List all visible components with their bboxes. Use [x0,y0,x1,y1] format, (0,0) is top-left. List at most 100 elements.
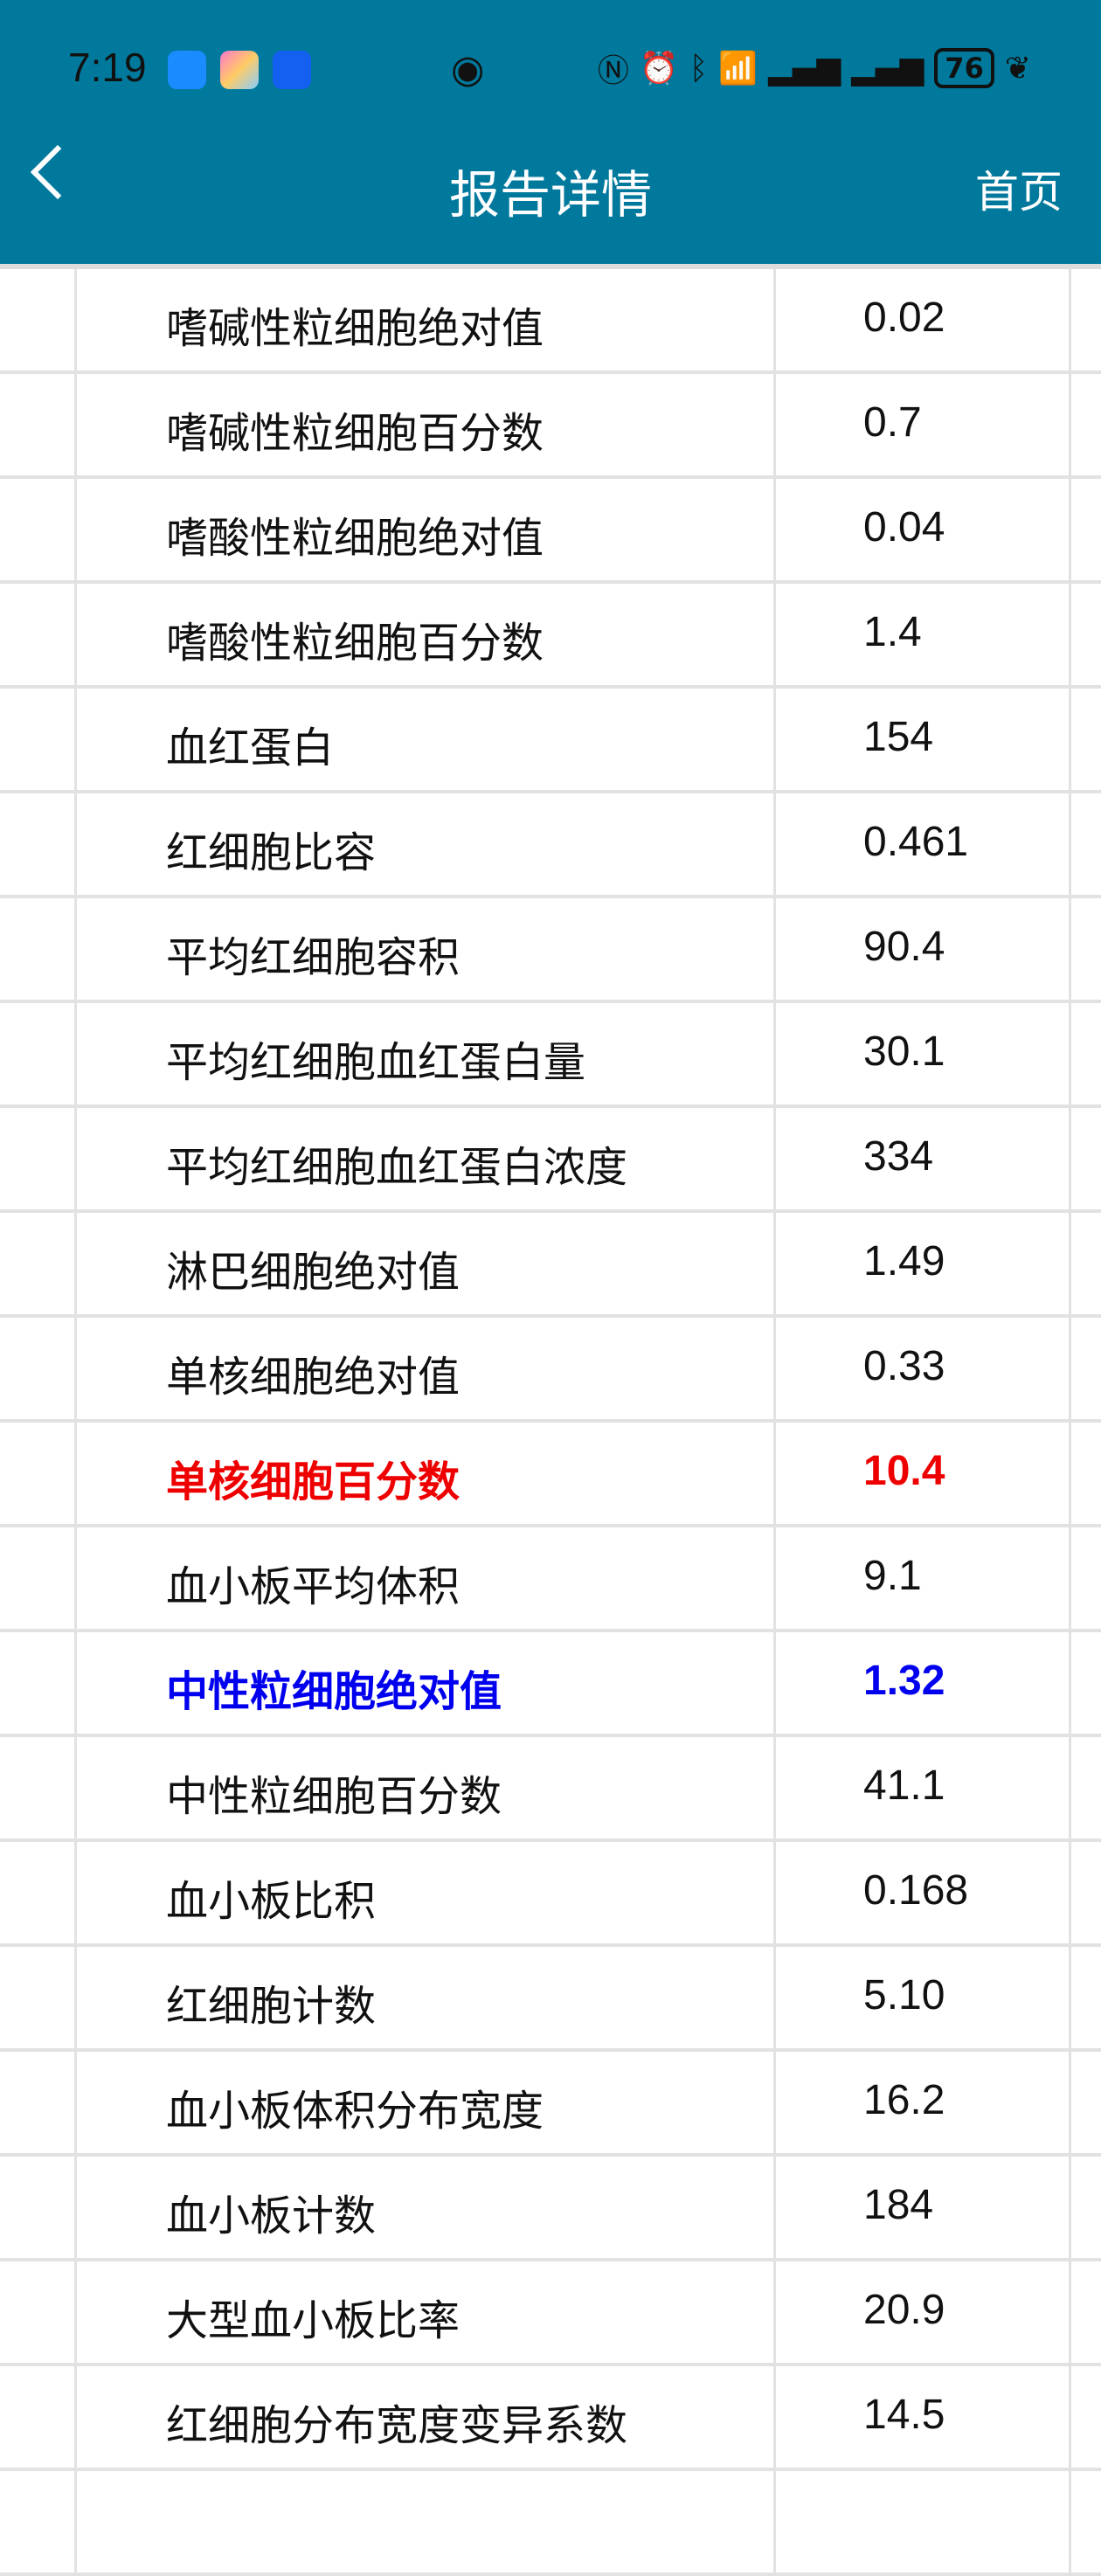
test-value: 30.1 [863,1028,945,1075]
table-row: 中性粒细胞绝对值 1.32 [0,1632,1101,1737]
column-divider [1069,2052,1071,2153]
column-divider [1069,793,1071,895]
test-name: 平均红细胞血红蛋白量 [166,1038,586,1087]
test-value: 20.9 [863,2287,945,2333]
table-row: 嗜碱性粒细胞百分数 0.7 [0,374,1101,479]
test-value: 184 [863,2182,934,2228]
nfc-icon: Ⓝ [597,53,629,89]
table-row: 血红蛋白 154 [0,689,1101,793]
column-divider [1069,1842,1071,1943]
test-name: 中性粒细胞百分数 [166,1772,502,1821]
test-name: 平均红细胞血红蛋白浓度 [166,1143,628,1192]
status-bar: 7:19 ◉ Ⓝ ⏰ ᛒ 📶 ▂▄▆ ▂▄▆ 76 ❦ [0,35,1101,105]
wifi-icon: 📶 [718,51,758,87]
test-name: 红细胞分布宽度变异系数 [166,2401,628,2450]
test-name: 大型血小板比率 [166,2296,460,2345]
column-divider [1069,1003,1071,1104]
test-value: 14.5 [863,2392,945,2438]
test-value: 1.32 [863,1658,945,1704]
test-name: 嗜酸性粒细胞绝对值 [166,514,544,563]
home-button[interactable]: 首页 [975,167,1063,218]
test-value: 1.49 [863,1238,945,1285]
column-divider [1069,374,1071,475]
test-value: 5.10 [863,1972,945,2019]
table-row: 红细胞分布宽度变异系数 14.5 [0,2366,1101,2471]
table-row: 平均红细胞血红蛋白浓度 334 [0,1108,1101,1213]
table-row: 平均红细胞容积 90.4 [0,898,1101,1003]
test-name: 血小板比积 [166,1877,377,1926]
test-value: 0.33 [863,1343,945,1389]
test-value: 0.04 [863,504,945,551]
column-divider [1069,584,1071,685]
test-name: 单核细胞百分数 [166,1458,460,1506]
table-row: 血小板计数 184 [0,2157,1101,2261]
test-value: 9.1 [863,1553,922,1599]
column-divider [1069,1213,1071,1314]
table-row: 单核细胞百分数 10.4 [0,1423,1101,1527]
column-divider [1069,2471,1071,2573]
signal-icon: ▂▄▆ [768,50,841,87]
column-divider [1069,269,1071,370]
test-name: 淋巴细胞绝对值 [166,1248,460,1297]
table-row: 嗜酸性粒细胞绝对值 0.04 [0,479,1101,584]
test-value: 1.4 [863,609,922,655]
column-divider [1069,1632,1071,1734]
status-time: 7:19 [68,45,147,90]
table-row: 单核细胞绝对值 0.33 [0,1318,1101,1423]
column-divider [1069,479,1071,580]
test-name: 平均红细胞容积 [166,933,460,982]
app-header: 7:19 ◉ Ⓝ ⏰ ᛒ 📶 ▂▄▆ ▂▄▆ 76 ❦ 报告详情 首页 [0,0,1101,264]
column-divider [1069,1318,1071,1419]
table-row: 中性粒细胞百分数 41.1 [0,1737,1101,1842]
table-row: 血小板平均体积 9.1 [0,1527,1101,1632]
table-row: 大型血小板比率 20.9 [0,2261,1101,2366]
column-divider [1069,898,1071,1000]
table-row: 淋巴细胞绝对值 1.49 [0,1213,1101,1318]
test-value: 41.1 [863,1762,945,1809]
column-divider [1069,1947,1071,2048]
table-row: 红细胞计数 5.10 [0,1947,1101,2052]
test-name: 嗜酸性粒细胞百分数 [166,619,544,668]
column-divider [1069,1423,1071,1524]
alarm-icon: ⏰ [639,51,679,87]
column-divider [1069,2261,1071,2363]
test-value: 0.02 [863,294,945,341]
eye-icon: ◉ [451,47,485,92]
leaf-icon: ❦ [1004,50,1031,87]
column-divider [1069,2157,1071,2258]
message-icon [168,51,206,89]
test-value: 16.2 [863,2077,945,2123]
report-table: 嗜碱性粒细胞绝对值 0.02 嗜碱性粒细胞百分数 0.7 嗜酸性粒细胞绝对值 0.04 嗜酸… [0,264,1101,2576]
table-row: 嗜碱性粒细胞绝对值 0.02 [0,269,1101,374]
test-name: 单核细胞绝对值 [166,1353,460,1402]
test-value: 0.461 [863,819,969,865]
test-name: 中性粒细胞绝对值 [166,1667,502,1716]
test-value: 0.7 [863,399,922,446]
test-name: 红细胞比容 [166,828,377,877]
column-divider [1069,689,1071,790]
test-value: 0.168 [863,1867,969,1914]
table-row: 血小板比积 0.168 [0,1842,1101,1947]
test-name: 血红蛋白 [166,724,335,772]
test-name: 红细胞计数 [166,1982,377,2031]
table-row: 嗜酸性粒细胞百分数 1.4 [0,584,1101,689]
test-value: 90.4 [863,924,945,970]
column-divider [1069,1108,1071,1209]
column-divider [1069,1737,1071,1839]
test-name: 血小板体积分布宽度 [166,2087,544,2136]
test-value: 154 [863,714,934,760]
page-title: 报告详情 [448,165,652,225]
test-name: 血小板平均体积 [166,1562,460,1611]
test-name: 嗜碱性粒细胞百分数 [166,409,544,458]
bulb-icon [273,51,311,89]
bluetooth-icon: ᛒ [689,50,709,87]
table-row: 红细胞比容 0.461 [0,793,1101,898]
test-value: 10.4 [863,1448,945,1494]
column-divider [1069,1527,1071,1629]
test-name: 血小板计数 [166,2192,377,2240]
test-value: 334 [863,1133,934,1180]
table-row: 血小板体积分布宽度 16.2 [0,2052,1101,2157]
column-divider [1069,2366,1071,2468]
table-row [0,2471,1101,2576]
test-name: 嗜碱性粒细胞绝对值 [166,304,544,353]
